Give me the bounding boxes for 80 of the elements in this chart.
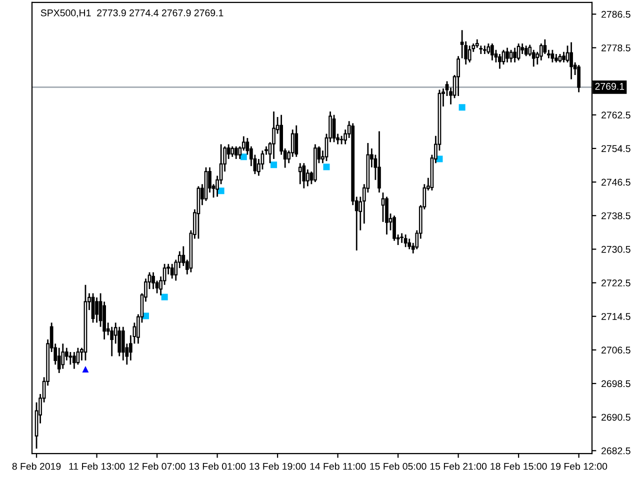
y-tick-label: 2698.5 bbox=[602, 380, 630, 388]
candlestick bbox=[562, 51, 566, 64]
x-tick-label: 18 Feb 15:00 bbox=[490, 462, 547, 470]
candlestick bbox=[392, 214, 396, 242]
y-tick-label: 2706.5 bbox=[602, 346, 630, 354]
candlestick bbox=[76, 347, 80, 366]
x-tick-label: 12 Feb 07:00 bbox=[129, 462, 186, 470]
x-tick-label: 14 Feb 11:00 bbox=[310, 462, 366, 470]
candlestick bbox=[502, 49, 506, 66]
point bbox=[240, 154, 247, 160]
candlestick bbox=[539, 42, 543, 62]
y-tick-label: 2738.5 bbox=[602, 212, 630, 220]
point bbox=[458, 104, 466, 111]
candlestick bbox=[91, 292, 95, 324]
candlestick bbox=[577, 64, 581, 93]
candlestick bbox=[498, 53, 502, 70]
candlestick bbox=[570, 42, 573, 80]
point bbox=[270, 162, 278, 168]
candlestick bbox=[298, 162, 302, 185]
candlestick bbox=[486, 42, 490, 55]
candlestick bbox=[306, 168, 310, 187]
y-tick-label: 2722.5 bbox=[602, 280, 630, 286]
candlestick bbox=[400, 232, 404, 244]
candlestick bbox=[513, 47, 516, 64]
candlestick bbox=[550, 49, 554, 64]
candlestick bbox=[385, 196, 388, 236]
x-tick-label: 19 Feb 12:00 bbox=[550, 462, 608, 470]
y-tick-label: 2762.5 bbox=[602, 112, 630, 119]
y-tick-label: 2714.5 bbox=[602, 313, 630, 320]
candlestick bbox=[516, 42, 520, 62]
point bbox=[161, 294, 168, 300]
candlestick bbox=[520, 42, 524, 55]
candlestick bbox=[110, 326, 114, 357]
ref-line-label: 2769.1 bbox=[595, 82, 624, 90]
candlestick bbox=[543, 38, 547, 55]
text: SPX500,H1 2773.9 2774.4 2767.9 2769.1 bbox=[40, 9, 224, 18]
candlestick bbox=[294, 124, 298, 158]
y-tick-label: 2746.5 bbox=[602, 178, 630, 186]
candlestick bbox=[408, 238, 412, 250]
candlestick bbox=[509, 49, 513, 64]
candlestick bbox=[490, 42, 494, 62]
candlestick bbox=[234, 146, 238, 160]
candlestick bbox=[404, 234, 408, 248]
candlestick bbox=[340, 135, 344, 145]
candlestick bbox=[68, 351, 72, 366]
candlestick bbox=[152, 272, 155, 290]
candlestick bbox=[272, 110, 276, 160]
y-tick-label: 2786.5 bbox=[602, 10, 630, 18]
candlestick bbox=[118, 326, 122, 357]
candlestick bbox=[532, 49, 536, 68]
x-tick-label: 15 Feb 05:00 bbox=[370, 462, 426, 470]
candlestick bbox=[72, 351, 76, 370]
x-tick-label: 13 Feb 19:00 bbox=[250, 462, 306, 470]
y-tick-label: 2778.5 bbox=[602, 44, 630, 52]
candlestick bbox=[456, 55, 460, 97]
y-tick-label: 2690.5 bbox=[602, 414, 630, 421]
candlestick bbox=[230, 146, 234, 158]
candlestick bbox=[64, 347, 68, 362]
candlestick bbox=[332, 114, 336, 143]
candlestick bbox=[170, 263, 174, 280]
y-tick-label: 2754.5 bbox=[602, 145, 630, 152]
candlestick bbox=[506, 47, 509, 64]
candlestick bbox=[57, 347, 61, 374]
x-tick-label: 13 Feb 01:00 bbox=[189, 462, 246, 470]
point bbox=[82, 366, 89, 372]
x-tick-label: 15 Feb 21:00 bbox=[430, 462, 487, 470]
candlestick bbox=[95, 296, 98, 324]
point bbox=[218, 188, 224, 194]
candlestick bbox=[378, 130, 381, 194]
point bbox=[323, 164, 330, 170]
y-tick-label: 2682.5 bbox=[602, 447, 630, 454]
x-tick-label: 8 Feb 2019 bbox=[12, 462, 61, 470]
candlestick bbox=[61, 342, 65, 370]
x-tick-label: 11 Feb 13:00 bbox=[69, 462, 125, 470]
candlestick bbox=[121, 326, 125, 362]
candlestick bbox=[302, 162, 306, 190]
candlestick bbox=[524, 44, 528, 57]
candlestick bbox=[566, 44, 570, 64]
candlestick bbox=[468, 44, 472, 64]
y-tick-label: 2730.5 bbox=[602, 246, 630, 253]
